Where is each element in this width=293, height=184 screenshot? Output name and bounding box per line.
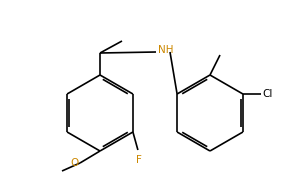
Text: Cl: Cl <box>262 89 272 99</box>
Text: F: F <box>136 155 142 165</box>
Text: NH: NH <box>158 45 173 55</box>
Text: O: O <box>71 158 79 168</box>
